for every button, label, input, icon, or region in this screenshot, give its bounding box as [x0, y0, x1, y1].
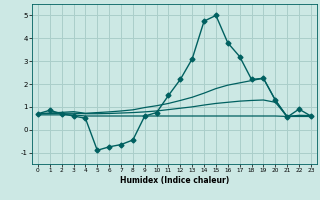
- X-axis label: Humidex (Indice chaleur): Humidex (Indice chaleur): [120, 176, 229, 185]
